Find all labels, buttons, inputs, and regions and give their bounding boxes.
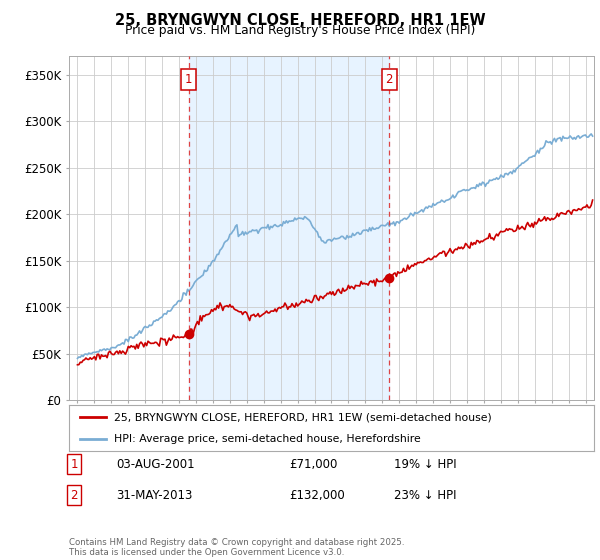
- Text: £132,000: £132,000: [290, 488, 345, 502]
- Text: 1: 1: [71, 458, 78, 471]
- Text: HPI: Average price, semi-detached house, Herefordshire: HPI: Average price, semi-detached house,…: [113, 435, 421, 444]
- Text: 31-MAY-2013: 31-MAY-2013: [116, 488, 193, 502]
- Text: 03-AUG-2001: 03-AUG-2001: [116, 458, 195, 471]
- Text: £71,000: £71,000: [290, 458, 338, 471]
- Text: 25, BRYNGWYN CLOSE, HEREFORD, HR1 1EW: 25, BRYNGWYN CLOSE, HEREFORD, HR1 1EW: [115, 13, 485, 28]
- Text: 25, BRYNGWYN CLOSE, HEREFORD, HR1 1EW (semi-detached house): 25, BRYNGWYN CLOSE, HEREFORD, HR1 1EW (s…: [113, 412, 491, 422]
- Text: Price paid vs. HM Land Registry's House Price Index (HPI): Price paid vs. HM Land Registry's House …: [125, 24, 475, 36]
- Text: 2: 2: [385, 73, 393, 86]
- Text: 19% ↓ HPI: 19% ↓ HPI: [395, 458, 457, 471]
- Text: Contains HM Land Registry data © Crown copyright and database right 2025.
This d: Contains HM Land Registry data © Crown c…: [69, 538, 404, 557]
- Text: 23% ↓ HPI: 23% ↓ HPI: [395, 488, 457, 502]
- Bar: [189, 56, 389, 400]
- Text: 2: 2: [71, 488, 78, 502]
- Text: 1: 1: [185, 73, 193, 86]
